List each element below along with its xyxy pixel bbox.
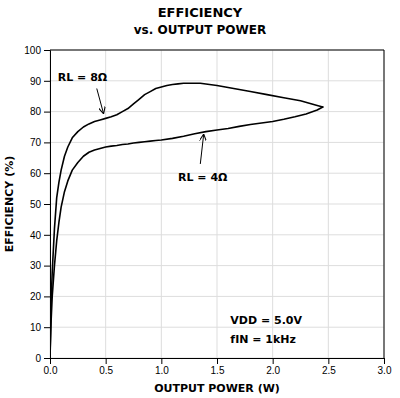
annotation: VDD = 5.0V	[230, 314, 302, 327]
tick: 40	[30, 230, 50, 241]
tick-mark	[106, 358, 107, 364]
annotation-arrow	[200, 135, 203, 164]
tick-mark	[217, 358, 218, 364]
grid-line	[50, 234, 384, 235]
tick-mark	[328, 358, 329, 364]
tick-label: 10	[30, 322, 42, 333]
grid-line	[50, 265, 384, 266]
tick: 60	[30, 168, 50, 179]
tick-mark	[44, 327, 50, 328]
tick-label: 90	[30, 76, 42, 87]
tick: 100	[24, 45, 50, 56]
grid-line	[50, 204, 384, 205]
x-axis-label: OUTPUT POWER (W)	[154, 382, 280, 395]
tick: 70	[30, 137, 50, 148]
tick-mark	[44, 81, 50, 82]
tick: 90	[30, 76, 50, 87]
tick-label: 0.0	[44, 365, 58, 376]
y-axis-label: EFFICIENCY (%)	[3, 156, 16, 252]
tick-label: 80	[30, 106, 42, 117]
tick-label: 2.5	[322, 365, 336, 376]
line	[50, 107, 323, 358]
tick: 10	[30, 322, 50, 333]
tick-label: 70	[30, 137, 42, 148]
frame	[384, 50, 385, 358]
tick-mark	[44, 142, 50, 143]
grid-line	[50, 327, 384, 328]
frame	[50, 50, 384, 51]
tick: 2.0	[266, 358, 280, 376]
chart: EFFICIENCY vs. OUTPUT POWER 0.0 0.5 1.0 1.5 2.…	[0, 0, 400, 398]
annotations: VDD = 5.0V fIN = 1kHz RL = 8Ω RL = 4Ω	[58, 71, 303, 346]
annotation-arrow	[97, 89, 104, 114]
tick-mark	[44, 50, 50, 51]
tick-mark	[44, 266, 50, 267]
tick-label: 50	[30, 199, 42, 210]
grid	[50, 50, 384, 358]
tick-label: 100	[24, 45, 41, 56]
tick: 1.5	[211, 358, 225, 376]
tick: 30	[30, 260, 50, 271]
tick-label: 1.5	[211, 365, 225, 376]
lines	[50, 83, 323, 358]
x-axis: 0.0 0.5 1.0 1.5 2.0 2.5 3.0	[44, 358, 392, 376]
y-axis: 0 10 20 30 40 50 60 70 80 90 100	[24, 45, 50, 364]
axis-line	[51, 359, 385, 365]
tick-label: 2.0	[266, 365, 280, 376]
tick: 20	[30, 291, 50, 302]
subtitle: vs. OUTPUT POWER	[134, 23, 266, 37]
annotation: RL = 8Ω	[58, 71, 108, 84]
plot: 0.0 0.5 1.0 1.5 2.0 2.5 3.0 0 10 20 30 40 50 60 70 80 90…	[24, 45, 392, 376]
tick-label: 1.0	[155, 365, 169, 376]
grid-line	[50, 111, 384, 112]
tick: 3.0	[378, 358, 392, 376]
tick-label: 40	[30, 230, 42, 241]
tick-mark	[44, 112, 50, 113]
tick-mark	[161, 358, 162, 364]
tick: 0.5	[99, 358, 113, 376]
tick-label: 0	[35, 353, 41, 364]
grid-line	[50, 296, 384, 297]
tick-mark	[44, 235, 50, 236]
tick-mark	[44, 204, 50, 205]
tick-label: 0.5	[99, 365, 113, 376]
tick: 0	[35, 353, 50, 364]
tick: 2.5	[322, 358, 336, 376]
tick: 0.0	[44, 358, 58, 376]
line	[50, 83, 323, 358]
tick-label: 3.0	[378, 365, 392, 376]
title: EFFICIENCY	[158, 5, 243, 20]
tick-mark	[384, 358, 385, 364]
tick-label: 30	[30, 260, 42, 271]
tick-mark	[44, 358, 50, 359]
tick: 1.0	[155, 358, 169, 376]
tick: 50	[30, 199, 50, 210]
annotation: fIN = 1kHz	[230, 333, 296, 346]
annotation: RL = 4Ω	[178, 171, 228, 184]
tick-mark	[273, 358, 274, 364]
axis-line	[44, 51, 51, 359]
tick: 80	[30, 106, 50, 117]
tick-label: 60	[30, 168, 42, 179]
tick-label: 20	[30, 291, 42, 302]
grid-line	[50, 50, 384, 51]
tick-mark	[44, 173, 50, 174]
grid-line	[384, 50, 385, 358]
tick-mark	[44, 296, 50, 297]
grid-line	[50, 142, 384, 143]
